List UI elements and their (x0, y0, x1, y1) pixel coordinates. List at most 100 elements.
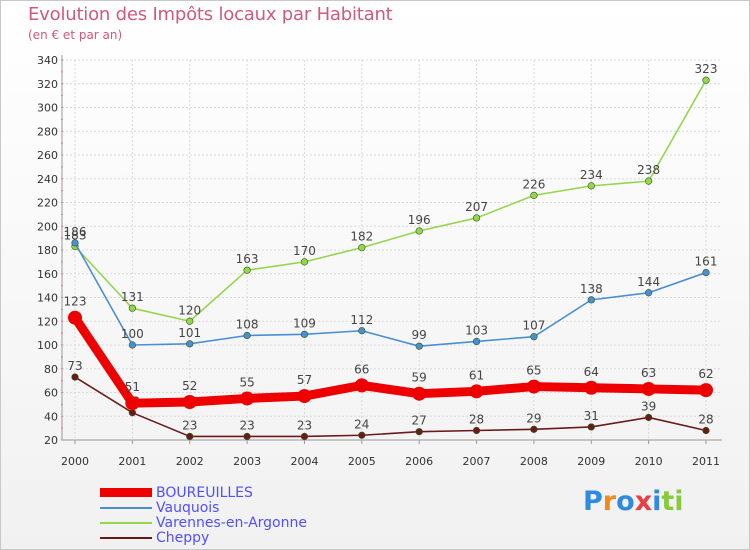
y-axis-minor-tick (61, 403, 63, 405)
x-tick-label: 2009 (577, 455, 605, 468)
data-point-cheppy (186, 432, 194, 441)
y-tick-label: 80 (44, 363, 58, 376)
data-label-cheppy: 39 (641, 399, 656, 413)
data-label-boureuilles: 52 (182, 379, 197, 393)
x-tick-label: 2006 (405, 455, 433, 468)
y-tick-label: 260 (37, 149, 58, 162)
legend-label-boureuilles: BOUREUILLES (156, 484, 253, 501)
data-point-boureuilles (412, 386, 427, 401)
logo-letter: P (583, 486, 603, 517)
data-point-boureuilles (469, 384, 484, 399)
legend-item-vauquois: Vauquois (100, 499, 220, 516)
data-label-cheppy: 23 (239, 418, 254, 432)
data-point-boureuilles (526, 379, 541, 394)
y-axis-minor-tick (61, 107, 63, 108)
y-axis-minor-tick (61, 190, 63, 192)
data-point-vauquois (530, 333, 538, 341)
x-tick-label: 2003 (233, 455, 261, 468)
series-line-boureuilles (70, 313, 711, 408)
y-axis-minor-tick (61, 202, 63, 203)
data-point-varennes-en-argonne (472, 214, 481, 222)
legend-item-varennes-en-argonne: Varennes-en-Argonne (100, 515, 307, 531)
data-point-vauquois (300, 330, 309, 338)
data-point-vauquois (186, 340, 194, 348)
data-label-cheppy: 29 (526, 411, 541, 425)
data-label-cheppy: 28 (698, 413, 713, 427)
legend-item-cheppy: Cheppy (100, 529, 210, 546)
logo-letter: o (616, 486, 635, 517)
data-label-boureuilles: 64 (584, 365, 599, 379)
data-point-boureuilles (297, 389, 312, 404)
data-label-cheppy: 23 (182, 418, 197, 432)
data-label-vauquois: 144 (637, 275, 660, 289)
data-label-boureuilles: 57 (297, 373, 312, 387)
data-point-boureuilles (68, 310, 82, 325)
data-point-cheppy (530, 425, 538, 433)
legend-label-cheppy: Cheppy (156, 529, 210, 546)
data-label-vauquois: 186 (64, 225, 87, 239)
data-point-varennes-en-argonne (300, 258, 309, 266)
data-point-vauquois (645, 289, 653, 297)
y-axis-minor-tick (61, 415, 63, 417)
data-point-cheppy (358, 431, 366, 439)
y-tick-label: 220 (37, 197, 58, 210)
y-axis-minor-tick (61, 344, 63, 346)
data-point-varennes-en-argonne (702, 76, 710, 84)
data-label-cheppy: 31 (584, 409, 599, 423)
y-axis-minor-tick (61, 380, 63, 382)
data-label-varennes-en-argonne: 120 (178, 303, 201, 317)
data-label-varennes-en-argonne: 234 (580, 168, 603, 182)
data-label-boureuilles: 123 (64, 295, 87, 309)
legend-swatch-vauquois (100, 506, 152, 509)
data-label-cheppy: 28 (469, 413, 484, 427)
data-label-varennes-en-argonne: 226 (522, 177, 545, 191)
legend-swatch-boureuilles (100, 488, 152, 497)
data-point-cheppy (587, 423, 595, 431)
series-line-vauquois (74, 242, 707, 347)
y-axis-minor-tick (61, 130, 63, 132)
y-axis-minor-tick (61, 71, 63, 73)
legend-swatch-cheppy (100, 536, 152, 539)
data-label-cheppy: 23 (297, 418, 312, 432)
data-point-vauquois (472, 337, 481, 346)
y-axis-minor-tick (61, 261, 63, 263)
data-label-boureuilles: 66 (354, 362, 369, 376)
x-tick-label: 2002 (176, 455, 204, 468)
y-axis-minor-tick (61, 356, 63, 358)
y-axis-minor-tick (61, 59, 63, 61)
data-label-varennes-en-argonne: 238 (637, 163, 660, 177)
y-axis-minor-tick (61, 225, 63, 227)
y-axis-minor-tick (61, 320, 63, 322)
legend-label-vauquois: Vauquois (156, 499, 220, 516)
y-tick-label: 120 (37, 315, 58, 328)
data-label-boureuilles: 59 (412, 371, 427, 385)
data-label-boureuilles: 62 (698, 367, 713, 381)
y-tick-label: 280 (37, 125, 58, 138)
data-label-varennes-en-argonne: 207 (465, 200, 488, 214)
y-tick-label: 20 (44, 434, 58, 447)
data-label-vauquois: 161 (695, 255, 718, 269)
y-tick-label: 60 (44, 387, 58, 400)
data-label-cheppy: 24 (354, 417, 369, 431)
logo-letter: t (661, 486, 675, 517)
y-axis-minor-tick (61, 285, 63, 287)
y-tick-label: 320 (37, 78, 58, 91)
y-axis-minor-tick (61, 83, 63, 85)
data-label-varennes-en-argonne: 183 (64, 228, 87, 242)
y-axis-minor-tick (61, 142, 63, 144)
logo-letter: i (652, 486, 662, 517)
data-label-vauquois: 103 (465, 323, 488, 337)
data-point-vauquois (71, 239, 79, 247)
data-point-varennes-en-argonne (645, 177, 653, 185)
data-label-cheppy: 73 (67, 359, 82, 373)
data-label-varennes-en-argonne: 163 (236, 252, 259, 266)
x-tick-label: 2010 (635, 455, 663, 468)
x-tick-label: 2000 (61, 455, 89, 468)
y-tick-label: 300 (37, 102, 58, 115)
y-axis-minor-tick (61, 308, 63, 310)
data-point-cheppy (300, 432, 309, 441)
x-tick-label: 2001 (118, 455, 146, 468)
x-tick-label: 2011 (692, 455, 720, 468)
data-label-boureuilles: 63 (641, 366, 656, 380)
data-point-boureuilles (699, 383, 713, 398)
